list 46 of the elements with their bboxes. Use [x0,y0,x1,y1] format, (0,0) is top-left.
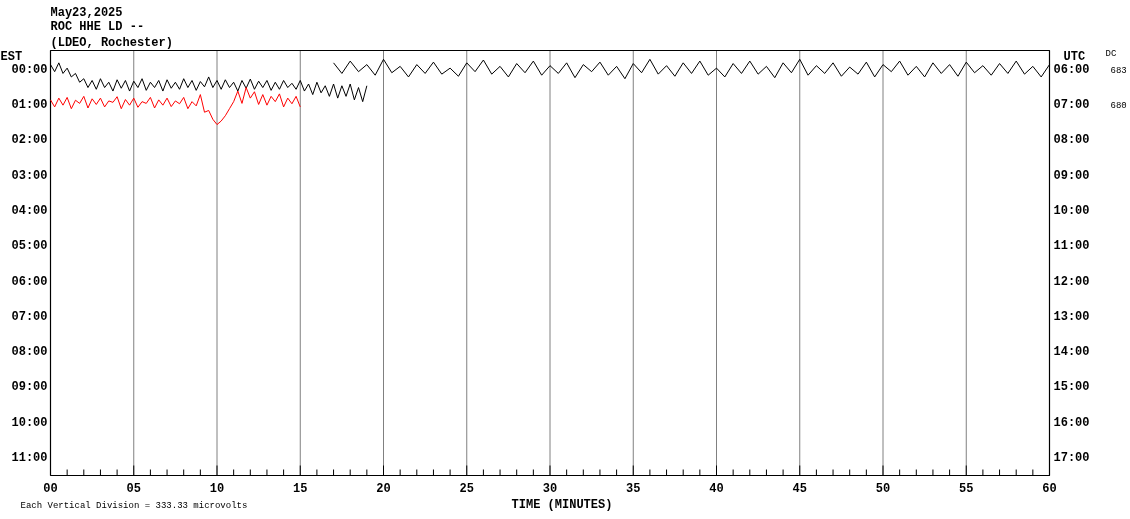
x-axis-title: TIME (MINUTES) [511,497,613,512]
x-tick-label: 10 [209,482,225,496]
y-tick-label: 09:00 [11,380,48,395]
x-tick-label: 00 [43,482,58,496]
y2-tick-label: 17:00 [1053,450,1090,465]
x-tick-label: 45 [792,482,807,496]
y-tick-label: 01:00 [11,98,48,113]
y2-tick-label: 14:00 [1053,345,1090,360]
y2-tick-label: 07:00 [1053,98,1090,113]
x-tick-label: 55 [959,482,974,496]
y2-tick-label: 06:00 [1053,62,1090,77]
x-tick-label: 35 [626,482,641,496]
y-tick-label: 00:00 [11,62,48,77]
y2-tick-label: 10:00 [1053,203,1090,218]
text: EST [0,49,23,64]
y2-tick-label: 08:00 [1053,133,1090,148]
y-tick-label: 02:00 [11,133,48,148]
y2-tick-label: 15:00 [1053,380,1090,395]
x-tick-label: 40 [709,482,724,496]
x-tick-label: 30 [542,482,558,496]
text: UTC [1063,49,1086,64]
x-tick-label: 50 [875,482,891,496]
y2-tick-label: 09:00 [1053,168,1090,183]
y-tick-label: 07:00 [11,309,48,324]
chart-title: May23,2025 [50,5,123,20]
x-tick-label: 60 [1042,482,1057,496]
text: 683 [1110,65,1127,76]
text: DC [1105,48,1117,59]
x-tick-label: 05 [126,482,141,496]
y-tick-label: 04:00 [11,203,48,218]
text: Each Vertical Division = 333.33 microvolts [20,500,248,511]
y2-tick-label: 13:00 [1053,309,1090,324]
x-tick-label: 20 [376,482,391,496]
y-tick-label: 06:00 [11,274,48,289]
y-tick-label: 05:00 [11,239,48,254]
x-tick-label: 25 [459,482,474,496]
y2-tick-label: 16:00 [1053,415,1090,430]
x-tick-label: 15 [293,482,308,496]
text: 680 [1110,101,1127,112]
y-tick-label: 10:00 [11,415,48,430]
chart-subtitle: ROC HHE LD -- (LDEO, Rochester) [50,19,173,51]
y-tick-label: 03:00 [11,168,48,183]
y2-tick-label: 12:00 [1053,274,1090,289]
y2-tick-label: 11:00 [1053,239,1090,254]
y-tick-label: 11:00 [11,450,48,465]
y-tick-label: 08:00 [11,345,48,360]
